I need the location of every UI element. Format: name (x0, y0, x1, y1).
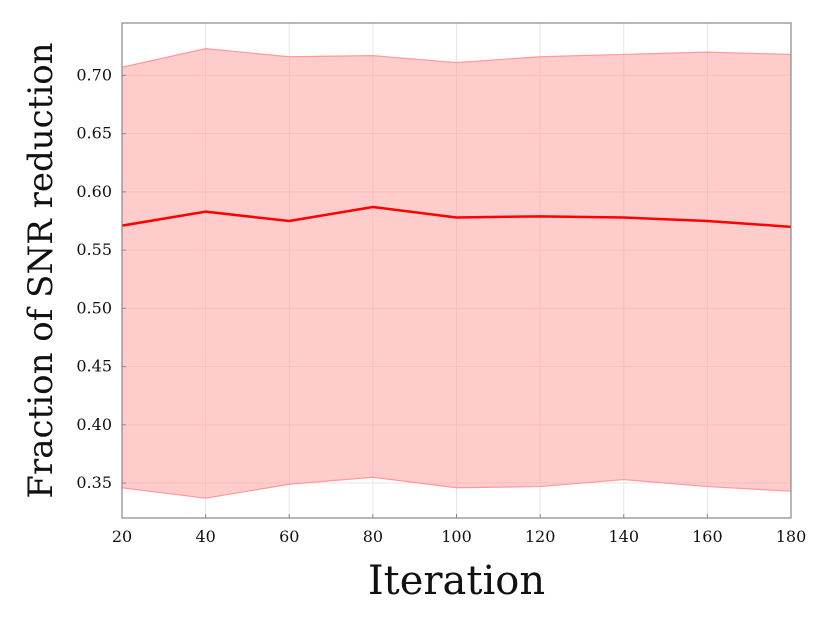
confidence-band (122, 48, 791, 499)
y-tick-label: 0.60 (76, 182, 112, 201)
x-axis-label: Iteration (368, 558, 545, 604)
x-tick-label: 40 (195, 527, 215, 546)
y-tick-label: 0.65 (76, 124, 112, 143)
y-tick-label: 0.45 (76, 357, 112, 376)
confidence-band-layer (121, 48, 792, 499)
band-lower-edge (121, 476, 792, 499)
y-axis-label: Fraction of SNR reduction (21, 42, 61, 498)
x-tick-label: 20 (112, 527, 132, 546)
x-tick-label: 120 (525, 527, 556, 546)
series-line (121, 205, 792, 229)
y-axis-ticks: 0.35 0.40 0.45 0.50 0.55 0.60 0.65 0.70 (76, 65, 126, 492)
y-tick-label: 0.50 (76, 298, 112, 317)
y-tick-label: 0.40 (76, 415, 112, 434)
x-tick-label: 100 (441, 527, 472, 546)
y-tick-label: 0.70 (76, 65, 112, 84)
band-upper-edge (121, 48, 792, 68)
x-tick-label: 60 (279, 527, 299, 546)
x-tick-label: 180 (776, 527, 807, 546)
y-tick-label: 0.55 (76, 240, 112, 259)
series-line-layer (121, 205, 792, 229)
y-tick-label: 0.35 (76, 473, 112, 492)
x-axis-ticks: 20 40 60 80 100 120 140 160 180 (112, 514, 806, 546)
x-tick-label: 140 (608, 527, 639, 546)
x-tick-label: 80 (363, 527, 383, 546)
x-tick-label: 160 (692, 527, 723, 546)
